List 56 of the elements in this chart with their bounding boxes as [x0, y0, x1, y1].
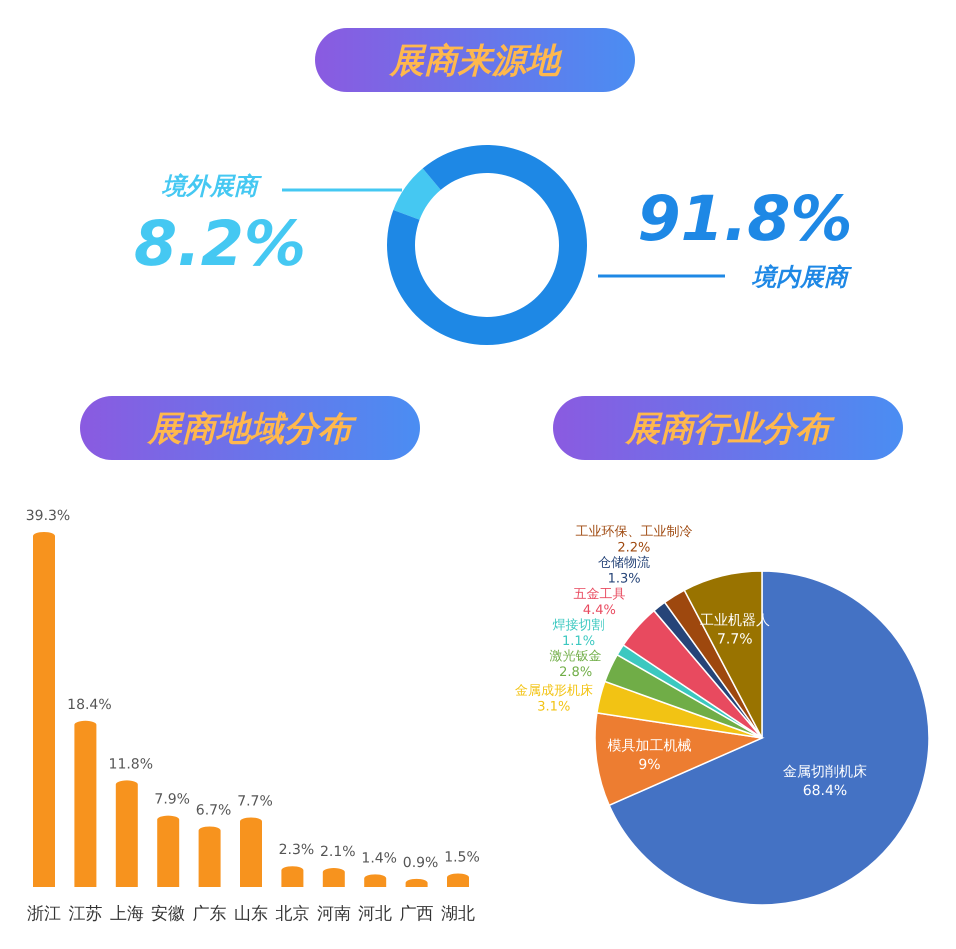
chart-title: 展商地域分布	[146, 409, 357, 449]
data-label: 0.9%	[402, 854, 438, 871]
x-tick-label: 浙江	[27, 904, 61, 924]
x-tick-label: 山东	[234, 904, 268, 924]
data-label: 6.7%	[196, 802, 232, 818]
slice-label: 金属成形机床	[514, 684, 593, 699]
slice-label: 模具加工机械	[607, 738, 692, 754]
data-label: 7.7%	[237, 793, 273, 810]
chart-title: 展商行业分布	[624, 409, 835, 449]
slice-label: 焊接切割	[552, 618, 605, 633]
slice-label: 五金工具	[573, 586, 626, 602]
x-tick-label: 北京	[275, 904, 310, 924]
data-label: 1.4%	[361, 850, 397, 866]
slice-label: 境外展商	[161, 172, 262, 200]
x-tick-label: 河北	[358, 904, 392, 924]
bar	[447, 873, 469, 887]
data-label: 39.3%	[26, 508, 70, 524]
data-label: 7.9%	[154, 792, 190, 808]
data-label: 18.4%	[67, 696, 112, 713]
data-label: 68.4%	[802, 783, 848, 800]
data-label: 2.2%	[617, 540, 650, 556]
x-tick-label: 湖北	[441, 904, 475, 924]
x-tick-label: 江苏	[68, 904, 102, 924]
data-label: 9%	[638, 756, 661, 773]
x-tick-label: 上海	[110, 904, 144, 924]
data-label: 1.3%	[608, 571, 641, 586]
slice-label: 激光钣金	[550, 649, 602, 664]
bar	[281, 866, 304, 887]
x-tick-label: 安徽	[151, 904, 186, 924]
data-label: 2.1%	[320, 844, 356, 860]
x-tick-label: 河南	[316, 904, 351, 924]
data-label: 2.8%	[559, 665, 592, 680]
data-label: 3.1%	[537, 700, 570, 715]
slice-label: 金属切削机床	[782, 764, 867, 780]
data-label: 91.8%	[637, 182, 853, 255]
bar	[116, 780, 138, 887]
slice-label: 仓储物流	[598, 554, 650, 570]
data-label: 1.5%	[444, 849, 480, 866]
bar	[240, 817, 262, 887]
slice-label: 境内展商	[751, 263, 852, 291]
slice-label: 工业环保、工业制冷	[575, 524, 692, 540]
x-tick-label: 广西	[400, 904, 434, 924]
donut-slice	[387, 145, 587, 345]
bar	[198, 826, 221, 887]
bar	[74, 720, 96, 887]
bar	[322, 868, 345, 887]
data-label: 4.4%	[582, 602, 616, 618]
bar	[33, 532, 55, 887]
chart-title: 展商来源地	[388, 41, 563, 81]
data-label: 8.2%	[134, 207, 306, 280]
data-label: 1.1%	[562, 634, 596, 649]
bar	[157, 816, 180, 887]
x-tick-label: 广东	[192, 904, 227, 924]
data-label: 2.3%	[278, 842, 314, 858]
data-label: 11.8%	[108, 756, 154, 772]
data-label: 7.7%	[717, 632, 753, 648]
